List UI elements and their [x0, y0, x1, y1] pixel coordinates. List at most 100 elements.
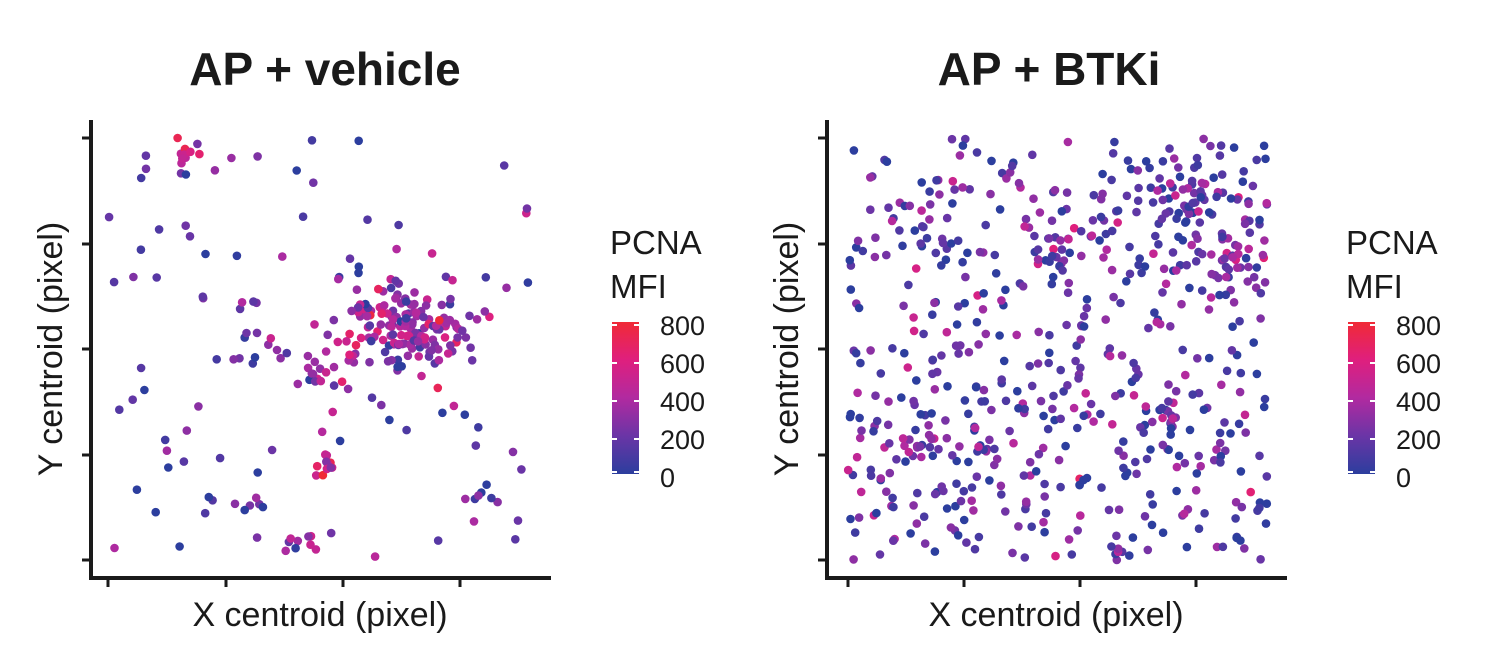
cell-point: [1040, 479, 1049, 489]
cell-point: [909, 326, 919, 336]
cell-point: [1255, 451, 1264, 461]
cell-point: [866, 346, 875, 355]
cell-point: [1126, 164, 1136, 174]
cell-point: [1220, 418, 1229, 427]
cell-point: [1175, 172, 1185, 182]
cell-point: [154, 225, 164, 234]
cell-point: [461, 494, 470, 504]
cell-point: [1258, 250, 1268, 260]
cell-point: [252, 328, 262, 338]
cell-point: [1244, 199, 1253, 209]
cell-point: [1088, 216, 1098, 225]
cell-point: [1171, 191, 1180, 200]
cell-point: [493, 497, 502, 507]
cell-point: [104, 212, 114, 222]
cell-point: [917, 206, 926, 215]
cell-point: [959, 515, 969, 525]
cell-point: [1056, 236, 1065, 245]
cell-point: [1033, 255, 1043, 264]
cell-point: [854, 513, 864, 522]
cell-point: [904, 447, 914, 457]
cell-point: [856, 358, 865, 368]
cell-point: [1169, 154, 1179, 163]
cell-point: [925, 215, 934, 224]
cell-point: [293, 536, 303, 546]
cell-point: [291, 543, 300, 553]
cell-point: [958, 183, 967, 192]
cell-point: [354, 268, 363, 278]
cell-point: [499, 161, 509, 170]
cell-point: [872, 416, 882, 426]
cell-point: [178, 154, 187, 163]
cell-point: [948, 199, 957, 208]
cell-point: [513, 516, 523, 525]
cell-point: [997, 490, 1006, 499]
cell-point: [925, 442, 935, 452]
cell-point: [1117, 351, 1127, 360]
cell-point: [1134, 183, 1143, 193]
cell-point: [128, 395, 137, 405]
cell-point: [901, 457, 910, 466]
cell-point: [875, 550, 885, 559]
cell-point: [1260, 278, 1270, 287]
cell-point: [919, 222, 928, 232]
cell-point: [888, 344, 897, 353]
cell-point: [964, 457, 973, 467]
cell-point: [942, 213, 952, 223]
cell-point: [1129, 391, 1139, 400]
cell-point: [888, 493, 897, 503]
cell-point: [1149, 249, 1158, 258]
cell-point: [392, 244, 401, 254]
cell-point: [467, 356, 477, 365]
cell-point: [487, 493, 496, 503]
cell-point: [1062, 188, 1072, 197]
cell-point: [370, 552, 380, 561]
cell-point: [445, 315, 455, 325]
cell-point: [1129, 358, 1138, 368]
cell-point: [948, 451, 957, 460]
cell-point: [979, 289, 988, 298]
cell-point: [311, 471, 321, 480]
cell-point: [956, 496, 966, 506]
cell-point: [1061, 441, 1070, 451]
cell-point: [911, 264, 921, 273]
cell-point: [388, 315, 398, 324]
chart-title: AP + BTKi: [938, 43, 1161, 95]
cell-point: [1139, 428, 1148, 438]
cell-point: [266, 334, 276, 343]
cell-point: [408, 320, 417, 329]
cell-point: [1012, 330, 1021, 340]
cell-point: [1063, 288, 1073, 298]
cell-point: [1165, 179, 1175, 188]
cell-point: [900, 441, 909, 451]
cell-point: [1045, 348, 1054, 358]
cell-point: [1146, 183, 1156, 192]
cell-point: [1125, 269, 1135, 279]
cell-point: [1147, 520, 1157, 530]
cell-point: [298, 212, 308, 221]
cell-point: [1056, 482, 1065, 492]
cell-point: [1192, 469, 1202, 478]
cell-point: [959, 486, 969, 496]
cell-point: [1020, 404, 1029, 414]
cell-point: [397, 330, 406, 340]
cell-point: [1218, 542, 1228, 552]
cell-point: [882, 487, 891, 497]
cell-point: [1107, 226, 1117, 236]
cell-point: [1158, 157, 1168, 166]
cell-point: [967, 483, 977, 492]
cell-point: [1260, 236, 1269, 245]
axis-ticks: [82, 136, 462, 587]
cell-point: [1057, 245, 1067, 254]
cell-point: [1262, 499, 1272, 509]
cell-point: [1236, 368, 1246, 378]
cell-point: [1077, 251, 1086, 261]
cell-point: [474, 423, 483, 432]
cell-point: [141, 164, 151, 174]
cell-point: [391, 294, 400, 303]
cell-point: [1101, 315, 1110, 324]
cell-point: [962, 538, 971, 547]
cell-point: [380, 347, 390, 357]
cell-point: [387, 322, 396, 332]
